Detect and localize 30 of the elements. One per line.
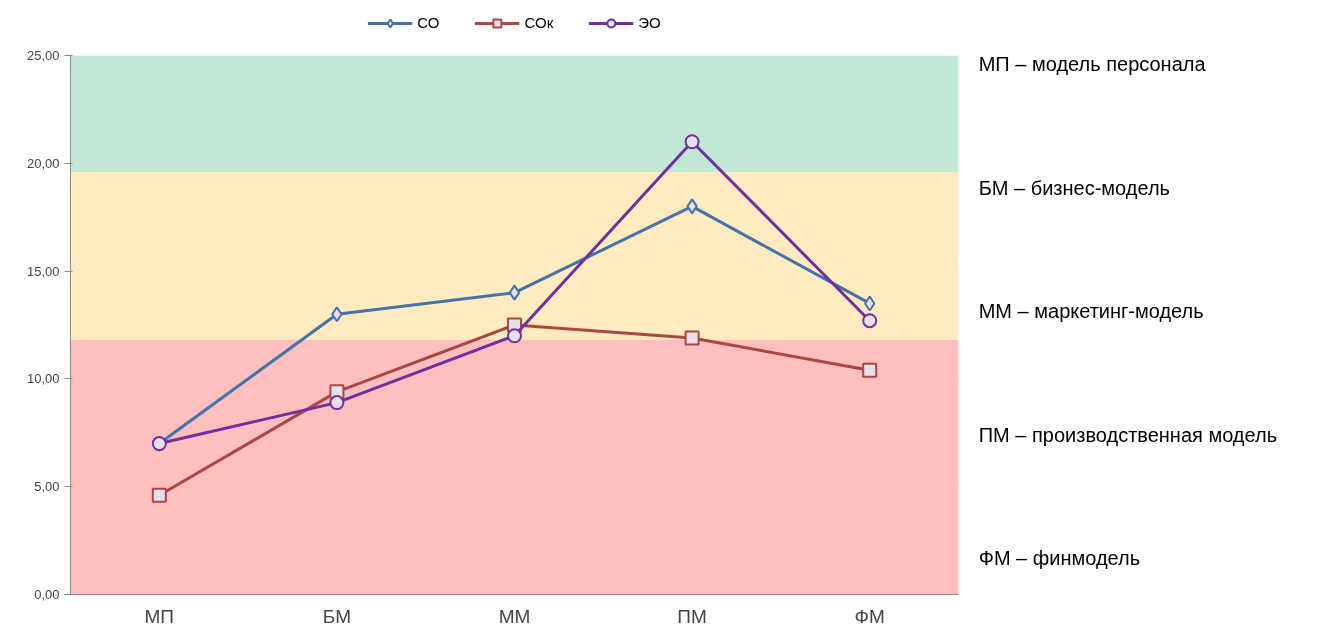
y-tick-label: 15,00 (26, 263, 60, 279)
point (862, 313, 878, 329)
x-tick-label: ПМ (677, 605, 707, 627)
y-tick-label: 0,00 (34, 587, 60, 602)
y-tick-label: 25,00 (26, 48, 60, 63)
x-tick-label: ММ (498, 605, 531, 627)
text: ПМ – производственная модель (978, 423, 1278, 446)
legend-label: СОк (524, 14, 554, 31)
x-tick-label: МП (144, 605, 175, 627)
point (151, 487, 167, 503)
point (684, 330, 700, 346)
y-tick-label: 10,00 (26, 371, 60, 387)
text: МП – модель персонала (978, 52, 1207, 75)
text: БМ – бизнес-модель (978, 176, 1171, 199)
text: ММ – маркетинг-модель (978, 300, 1204, 323)
point (508, 284, 521, 301)
point (686, 198, 698, 215)
y-tick-label: 5,00 (34, 479, 60, 495)
point (864, 295, 876, 312)
point (329, 395, 345, 411)
legend-label: СО (417, 14, 440, 31)
y-tick-label: 20,00 (26, 155, 60, 171)
x-tick-label: ФМ (854, 605, 885, 627)
point (862, 362, 878, 378)
point (331, 306, 343, 323)
legend-label: ЭО (638, 14, 661, 31)
x-tick-label: БМ (322, 605, 352, 627)
point (507, 328, 522, 344)
point (684, 134, 700, 150)
text: ФМ – финмодель (978, 547, 1141, 570)
